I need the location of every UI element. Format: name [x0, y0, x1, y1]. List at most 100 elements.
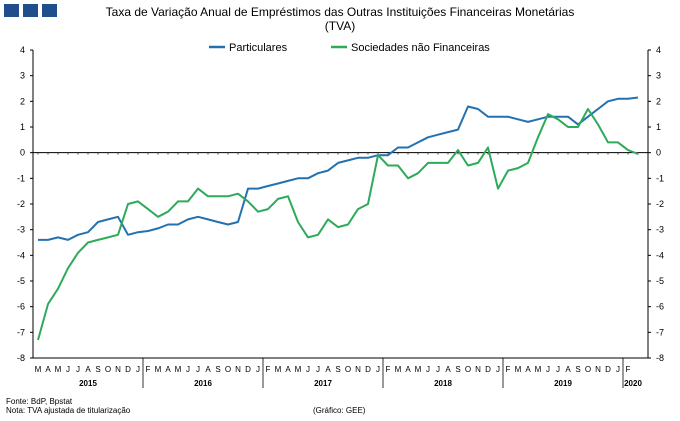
year-label: 2019: [554, 379, 572, 388]
x-tick-label: A: [205, 365, 211, 374]
year-label: 2018: [434, 379, 452, 388]
x-tick-label: A: [85, 365, 91, 374]
y-tick-label-right: 3: [656, 71, 661, 81]
x-tick-label: D: [125, 365, 131, 374]
x-tick-label: O: [345, 365, 351, 374]
chart-title-line2: (TVA): [324, 19, 356, 33]
x-tick-label: A: [325, 365, 331, 374]
y-tick-label-left: 2: [20, 96, 25, 106]
series-line-particulares: [38, 96, 639, 241]
x-tick-label: F: [266, 365, 271, 374]
y-tick-label-left: -4: [17, 250, 25, 260]
x-tick-label: O: [585, 365, 591, 374]
y-tick-label-left: -3: [17, 225, 25, 235]
x-tick-label: J: [256, 365, 260, 374]
x-tick-label: M: [35, 365, 42, 374]
footer-source: Fonte: BdP, Bpstat: [6, 397, 73, 406]
y-tick-label-right: -7: [656, 327, 664, 337]
x-tick-label: A: [565, 365, 571, 374]
x-tick-label: A: [165, 365, 171, 374]
x-tick-label: D: [245, 365, 251, 374]
y-tick-label-right: -4: [656, 250, 664, 260]
footer-credit: (Gráfico: GEE): [313, 406, 366, 415]
legend-label-sociedades: Sociedades não Financeiras: [351, 42, 490, 54]
brand-square: [23, 4, 38, 17]
chart-title-line1: Taxa de Variação Anual de Empréstimos da…: [105, 5, 575, 19]
x-tick-label: J: [556, 365, 560, 374]
x-tick-label: M: [395, 365, 402, 374]
series-line-sociedades: [37, 108, 639, 341]
x-tick-label: J: [546, 365, 550, 374]
x-tick-label: A: [285, 365, 291, 374]
y-tick-label-left: 4: [20, 45, 25, 55]
x-tick-label: A: [405, 365, 411, 374]
x-tick-label: N: [355, 365, 361, 374]
x-tick-label: A: [45, 365, 51, 374]
x-tick-label: S: [215, 365, 220, 374]
x-tick-label: O: [225, 365, 231, 374]
x-tick-label: M: [415, 365, 422, 374]
x-tick-label: M: [55, 365, 62, 374]
x-tick-label: M: [275, 365, 282, 374]
y-tick-label-right: -6: [656, 302, 664, 312]
y-tick-label-left: 1: [20, 122, 25, 132]
year-label: 2015: [79, 379, 97, 388]
x-tick-label: J: [616, 365, 620, 374]
x-tick-label: J: [436, 365, 440, 374]
y-tick-label-left: -2: [17, 199, 25, 209]
x-tick-label: N: [595, 365, 601, 374]
brand-square: [42, 4, 57, 17]
x-tick-label: D: [365, 365, 371, 374]
y-tick-label-left: 3: [20, 71, 25, 81]
y-tick-label-left: 0: [20, 148, 25, 158]
x-tick-label: S: [95, 365, 100, 374]
x-tick-label: F: [506, 365, 511, 374]
x-tick-label: M: [175, 365, 182, 374]
y-tick-label-left: -8: [17, 353, 25, 363]
x-tick-label: N: [235, 365, 241, 374]
year-label: 2016: [194, 379, 212, 388]
brand-squares: [4, 4, 57, 17]
y-tick-label-right: -1: [656, 173, 664, 183]
x-tick-label: A: [525, 365, 531, 374]
x-tick-label: O: [465, 365, 471, 374]
x-tick-label: F: [146, 365, 151, 374]
x-tick-label: J: [426, 365, 430, 374]
year-label: 2020: [624, 379, 642, 388]
x-tick-label: N: [115, 365, 121, 374]
x-tick-label: D: [605, 365, 611, 374]
y-tick-label-left: -7: [17, 327, 25, 337]
x-tick-label: M: [515, 365, 522, 374]
x-tick-label: J: [306, 365, 310, 374]
y-tick-label-right: -3: [656, 225, 664, 235]
x-tick-label: J: [316, 365, 320, 374]
x-tick-label: J: [76, 365, 80, 374]
x-tick-label: J: [136, 365, 140, 374]
y-tick-label-left: -1: [17, 173, 25, 183]
legend-label-particulares: Particulares: [229, 42, 288, 54]
x-tick-label: J: [196, 365, 200, 374]
y-tick-label-right: 0: [656, 148, 661, 158]
x-tick-label: D: [485, 365, 491, 374]
y-tick-label-right: 2: [656, 96, 661, 106]
x-tick-label: M: [295, 365, 302, 374]
x-tick-label: J: [376, 365, 380, 374]
y-tick-label-right: 1: [656, 122, 661, 132]
brand-square: [4, 4, 19, 17]
x-tick-label: O: [105, 365, 111, 374]
x-tick-label: J: [66, 365, 70, 374]
footer-note: Nota: TVA ajustada de titularização: [6, 406, 131, 415]
x-tick-label: F: [626, 365, 631, 374]
x-tick-label: A: [445, 365, 451, 374]
y-tick-label-right: -2: [656, 199, 664, 209]
y-tick-label-right: 4: [656, 45, 661, 55]
x-tick-label: M: [535, 365, 542, 374]
x-tick-label: J: [496, 365, 500, 374]
x-tick-label: F: [386, 365, 391, 374]
x-tick-label: S: [575, 365, 580, 374]
y-tick-label-left: -6: [17, 302, 25, 312]
x-tick-label: S: [455, 365, 460, 374]
x-tick-label: M: [155, 365, 162, 374]
y-tick-label-right: -8: [656, 353, 664, 363]
